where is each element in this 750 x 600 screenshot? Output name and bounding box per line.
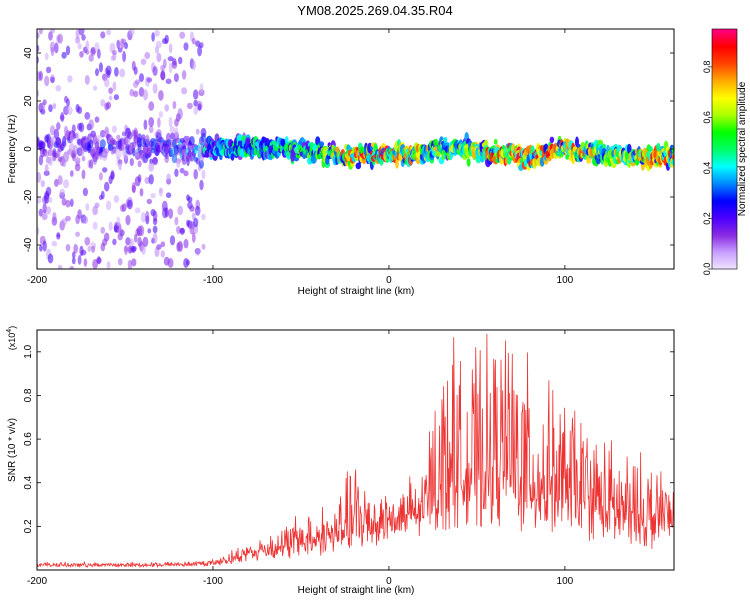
y-tick-label: 1.0 [23,344,34,358]
snr-plot-area [37,330,674,570]
y-tick-label: 0.2 [23,519,34,533]
colorbar-tick-label: 0.6 [702,111,712,124]
spectrogram-ylabel: Frequency (Hz) [7,115,18,184]
x-tick-label: 100 [557,275,574,286]
y-tick-label: -20 [23,189,34,204]
y-tick-label: 40 [23,47,34,59]
svg-text:(x104): (x104) [6,326,17,350]
spectrogram-cells [37,29,674,269]
x-tick-label: -200 [27,275,47,286]
colorbar-tick-label: 0.4 [702,162,712,175]
x-tick-label: 100 [557,576,574,587]
colorbar-tick-label: 0.8 [702,61,712,74]
snr-panel: -200 -100 0 100 0.2 0.4 0.6 0.8 1.0 Height of st… [6,326,675,596]
colorbar-tick-label: 0.2 [702,212,712,225]
colorbar-tick-label: 0.0 [702,263,712,276]
colorbar-label: Normalized spectral amplitude [737,81,748,216]
snr-scale-label: (x104) [6,326,17,350]
colorbar-ticks: 0.0 0.2 0.4 0.6 0.8 [702,61,712,276]
spectrogram-xlabel: Height of straight line (km) [298,286,415,297]
colorbar-gradient [712,29,737,270]
snr-axes: -200 -100 0 100 0.2 0.4 0.6 0.8 1.0 [23,330,674,587]
y-tick-label: 0.8 [23,388,34,402]
snr-ylabel: SNR (10 * v/v) [7,418,18,482]
y-tick-label: 20 [23,95,34,107]
snr-scale-prefix: (x10 [7,333,17,351]
colorbar: 0.0 0.2 0.4 0.6 0.8 Normalized spectral ampl… [702,28,748,276]
snr-scale-close: ) [7,326,17,329]
x-tick-label: -100 [203,576,223,587]
x-tick-label: -100 [203,275,223,286]
x-tick-label: 0 [386,576,392,587]
figure-title: YM08.2025.269.04.35.R04 [297,3,453,18]
y-tick-label: 0 [23,146,34,152]
y-tick-label: -40 [23,237,34,252]
snr-series-line [37,333,674,569]
x-tick-label: -200 [27,576,47,587]
snr-xlabel: Height of straight line (km) [298,585,415,596]
colorbar-frame [711,28,738,270]
y-tick-label: 0.6 [23,432,34,446]
y-tick-label: 0.4 [23,475,34,489]
snr-frame [36,329,675,571]
snr-scale-exponent: 4 [6,329,13,333]
x-tick-label: 0 [386,275,392,286]
